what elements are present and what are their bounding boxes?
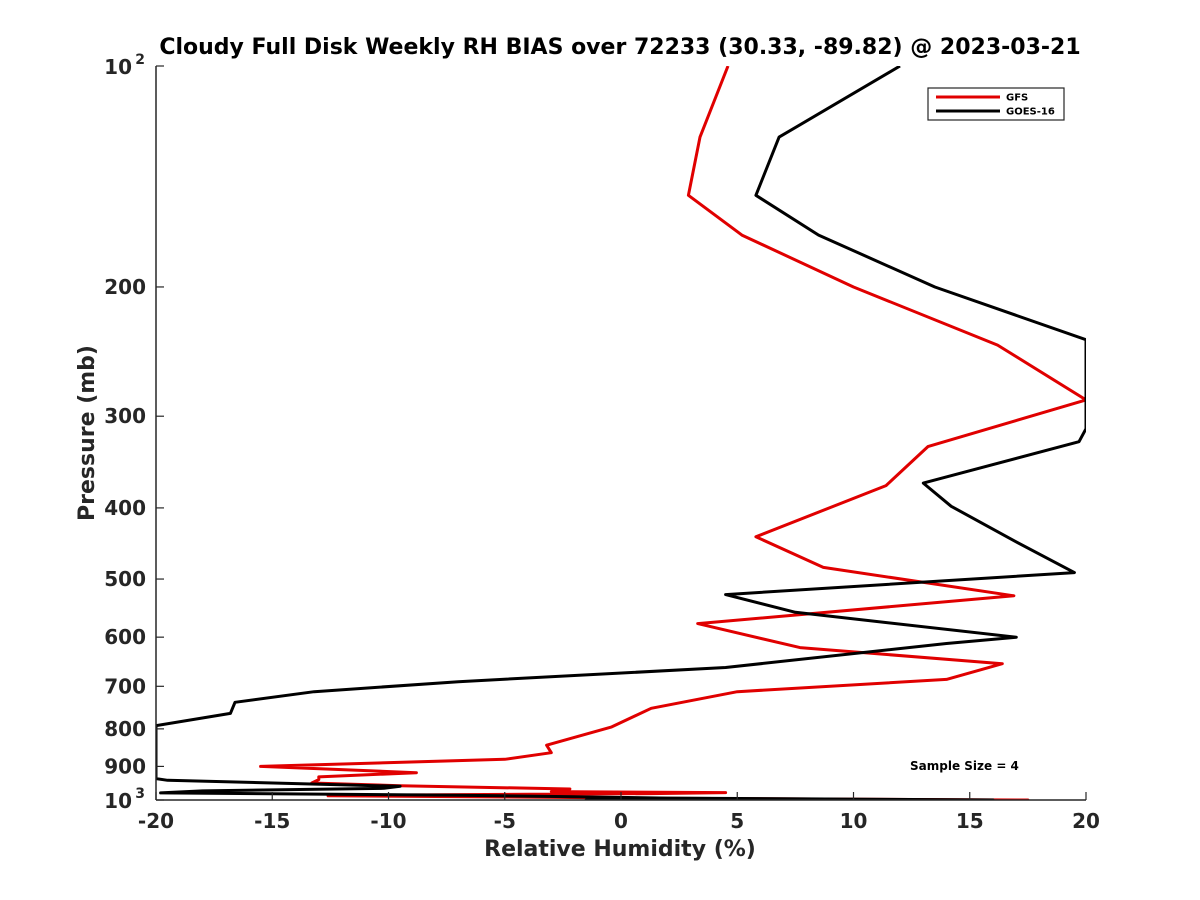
chart-title: Cloudy Full Disk Weekly RH BIAS over 722… bbox=[159, 35, 1080, 60]
data-point-goes-16-8 bbox=[923, 482, 925, 484]
data-point-gfs-18 bbox=[611, 726, 613, 728]
y-tick-label: 10 2 bbox=[104, 52, 145, 79]
legend-label-goes-16: GOES-16 bbox=[1006, 107, 1055, 118]
data-point-goes-16-2 bbox=[755, 195, 757, 197]
data-point-goes-16-5 bbox=[1085, 339, 1087, 341]
data-point-goes-16-6 bbox=[1085, 428, 1087, 430]
x-tick-label: -20 bbox=[138, 809, 174, 833]
data-point-gfs-9 bbox=[755, 536, 757, 538]
data-point-goes-16-13 bbox=[795, 612, 797, 614]
data-point-goes-16-23 bbox=[167, 780, 169, 782]
data-point-goes-16-30 bbox=[667, 797, 669, 799]
data-point-goes-16-0 bbox=[899, 65, 901, 67]
legend-label-gfs: GFS bbox=[1006, 93, 1028, 104]
data-point-gfs-11 bbox=[1013, 595, 1015, 597]
data-point-gfs-23 bbox=[416, 772, 418, 774]
data-point-gfs-8 bbox=[885, 485, 887, 487]
data-point-gfs-16 bbox=[737, 691, 739, 693]
data-point-goes-16-28 bbox=[458, 794, 460, 796]
sample-size-annotation: Sample Size = 4 bbox=[910, 759, 1019, 773]
y-tick-label: 600 bbox=[104, 625, 146, 649]
data-point-gfs-15 bbox=[946, 679, 948, 681]
data-point-goes-16-17 bbox=[458, 681, 460, 683]
data-point-goes-16-20 bbox=[230, 713, 232, 715]
y-tick-base: 10 bbox=[104, 55, 132, 79]
data-point-goes-16-11 bbox=[1074, 572, 1076, 574]
data-point-goes-16-4 bbox=[934, 286, 936, 288]
y-tick-label: 500 bbox=[104, 567, 146, 591]
data-point-goes-16-10 bbox=[1016, 541, 1018, 543]
x-tick-label: -5 bbox=[494, 809, 516, 833]
legend-box bbox=[927, 87, 1065, 121]
data-point-gfs-3 bbox=[741, 234, 743, 236]
data-point-gfs-5 bbox=[997, 344, 999, 346]
data-point-gfs-13 bbox=[799, 647, 801, 649]
data-point-gfs-4 bbox=[853, 286, 855, 288]
data-point-gfs-31 bbox=[650, 793, 652, 795]
data-point-gfs-7 bbox=[927, 446, 929, 448]
y-tick-label: 300 bbox=[104, 404, 146, 428]
x-tick-label: 10 bbox=[840, 809, 868, 833]
data-point-gfs-2 bbox=[688, 195, 690, 197]
data-point-gfs-12 bbox=[697, 623, 699, 625]
x-axis-label: Relative Humidity (%) bbox=[484, 837, 756, 862]
series-layer bbox=[156, 65, 1087, 800]
data-point-gfs-19 bbox=[546, 744, 548, 746]
data-point-goes-16-15 bbox=[946, 643, 948, 645]
data-point-gfs-25 bbox=[318, 779, 320, 781]
data-point-goes-16-27 bbox=[160, 792, 162, 794]
data-point-gfs-20 bbox=[551, 752, 553, 754]
data-point-goes-16-19 bbox=[234, 702, 236, 704]
data-point-gfs-14 bbox=[1002, 663, 1004, 665]
data-point-goes-16-14 bbox=[1016, 636, 1018, 638]
x-tick-label: 15 bbox=[956, 809, 984, 833]
data-point-goes-16-12 bbox=[725, 594, 727, 596]
data-point-goes-16-3 bbox=[818, 234, 820, 236]
x-tick-label: -10 bbox=[370, 809, 406, 833]
data-point-goes-16-7 bbox=[1078, 441, 1080, 443]
data-point-gfs-28 bbox=[569, 788, 571, 790]
data-point-gfs-21 bbox=[504, 759, 506, 761]
series-line-goes-16 bbox=[156, 66, 1086, 800]
data-point-gfs-0 bbox=[727, 65, 729, 67]
plot-area bbox=[156, 66, 1086, 800]
y-tick-base: 10 bbox=[104, 789, 132, 813]
data-point-gfs-30 bbox=[725, 792, 727, 794]
y-tick-label: 900 bbox=[104, 754, 146, 778]
y-axis-label: Pressure (mb) bbox=[75, 345, 100, 521]
data-point-goes-16-26 bbox=[202, 790, 204, 792]
data-point-goes-16-29 bbox=[574, 796, 576, 798]
legend: GFS GOES-16 bbox=[927, 87, 1065, 121]
data-point-goes-16-24 bbox=[399, 786, 401, 788]
x-tick-label: 5 bbox=[730, 809, 744, 833]
data-point-gfs-24 bbox=[318, 776, 320, 778]
data-point-gfs-22 bbox=[260, 766, 262, 768]
plot-background bbox=[156, 66, 1086, 800]
data-point-goes-16-16 bbox=[725, 667, 727, 669]
x-tick-label: -15 bbox=[254, 809, 290, 833]
data-point-gfs-17 bbox=[650, 708, 652, 710]
x-tick-label: 0 bbox=[614, 809, 628, 833]
y-tick-label: 200 bbox=[104, 275, 146, 299]
data-point-gfs-29 bbox=[551, 791, 553, 793]
data-point-gfs-1 bbox=[699, 136, 701, 138]
data-point-goes-16-1 bbox=[778, 136, 780, 138]
data-point-goes-16-9 bbox=[950, 506, 952, 508]
data-point-gfs-10 bbox=[823, 567, 825, 569]
y-tick-label: 800 bbox=[104, 717, 146, 741]
x-tick-label: 20 bbox=[1072, 809, 1100, 833]
y-tick-label: 400 bbox=[104, 496, 146, 520]
y-tick-exponent: 2 bbox=[135, 52, 145, 68]
y-tick-label: 10 3 bbox=[104, 786, 145, 813]
data-point-goes-16-18 bbox=[313, 691, 315, 693]
data-point-goes-16-25 bbox=[383, 788, 385, 790]
y-tick-exponent: 3 bbox=[135, 786, 145, 802]
y-tick-label: 700 bbox=[104, 674, 146, 698]
